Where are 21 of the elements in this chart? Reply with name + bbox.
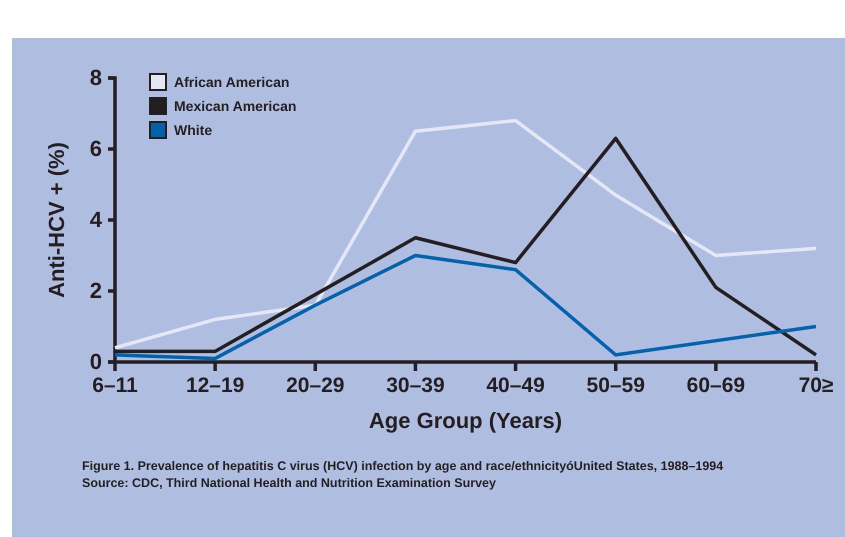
y-tick-label: 6: [90, 136, 102, 162]
y-tick-label: 8: [90, 65, 102, 90]
x-tick-label: 6–11: [92, 374, 138, 397]
x-tick-label: 12–19: [186, 374, 244, 397]
x-tick-label: 70≥: [798, 374, 834, 397]
y-tick-label: 4: [90, 207, 103, 232]
x-tick-label: 50–59: [586, 374, 645, 397]
line-series: [113, 254, 818, 360]
y-tick-label: 0: [90, 349, 102, 374]
x-tick-label: 30–39: [386, 374, 445, 397]
caption: Figure 1. Prevalence of hepatitis C virus (HCV) infection by age and race/ethnicityóUnited States, 1988–1994: [82, 459, 724, 473]
y-axis-title: Anti-HCV + (%): [44, 142, 69, 298]
legend-label: Mexican American: [174, 98, 296, 114]
source-note: Source: CDC, Third National Health and Nutrition Examination Survey: [82, 476, 496, 490]
x-tick-label: 20–29: [286, 374, 344, 397]
x-tick-label: 40–49: [486, 374, 545, 397]
y-tick-label: 2: [90, 278, 102, 304]
legend-label: White: [174, 122, 212, 138]
x-tick-label: 60–69: [686, 374, 746, 397]
x-axis-title: Age Group (Years): [368, 408, 562, 433]
legend-label: African American: [174, 74, 290, 90]
